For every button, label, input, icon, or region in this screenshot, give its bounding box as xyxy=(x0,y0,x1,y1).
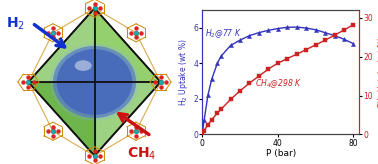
Circle shape xyxy=(53,46,136,118)
Polygon shape xyxy=(28,8,161,156)
Text: CH$_4$@298 K: CH$_4$@298 K xyxy=(255,77,302,90)
Text: H$_2$@77 K: H$_2$@77 K xyxy=(205,28,242,40)
X-axis label: P (bar): P (bar) xyxy=(265,149,296,158)
Text: H$_2$: H$_2$ xyxy=(6,16,25,32)
Text: CH$_4$: CH$_4$ xyxy=(127,145,156,162)
Polygon shape xyxy=(28,82,94,156)
Y-axis label: H$_2$ Uptake (wt %): H$_2$ Uptake (wt %) xyxy=(177,38,191,106)
Ellipse shape xyxy=(74,60,91,71)
Circle shape xyxy=(57,49,132,115)
Circle shape xyxy=(50,43,139,121)
Y-axis label: CH$_4$ Uptake (wt %): CH$_4$ Uptake (wt %) xyxy=(376,36,378,109)
Polygon shape xyxy=(94,8,161,82)
